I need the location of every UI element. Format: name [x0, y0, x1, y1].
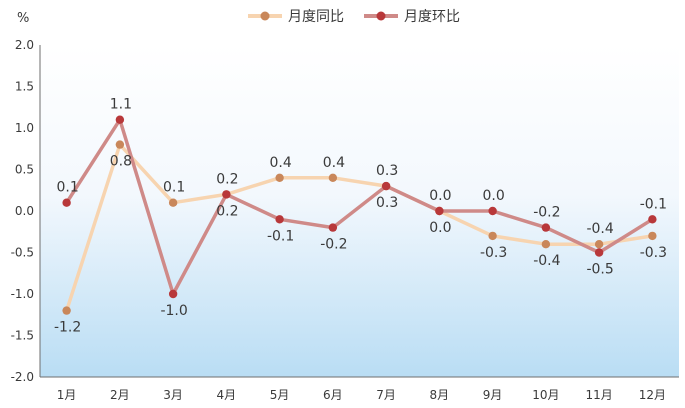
- data-label: 0.1: [163, 180, 185, 196]
- data-point: [168, 198, 178, 207]
- x-tick-label: 8月: [430, 388, 450, 402]
- y-ticks: 2.0 1.5 1.0 0.5 0.0 -0.5 -1.0 -1.5 -2.0: [11, 38, 34, 384]
- data-point: [328, 223, 338, 232]
- data-point: [275, 215, 284, 224]
- data-label: -0.4: [533, 253, 560, 269]
- data-label: -0.1: [640, 196, 667, 212]
- data-label: -0.5: [586, 262, 613, 278]
- data-point: [488, 231, 497, 241]
- data-point: [115, 140, 125, 149]
- x-tick-label: 12月: [639, 388, 666, 402]
- data-label: 0.3: [376, 163, 398, 179]
- x-tick-label: 4月: [217, 388, 237, 402]
- y-tick-label: 1.5: [15, 80, 34, 94]
- data-label: 0.2: [216, 171, 238, 187]
- legend-marker: [376, 11, 386, 21]
- x-tick-label: 2月: [110, 388, 130, 402]
- x-tick-label: 5月: [270, 388, 290, 402]
- data-point: [648, 215, 657, 224]
- data-point: [62, 306, 71, 315]
- y-tick-label: -2.0: [11, 370, 34, 384]
- data-point: [381, 181, 391, 191]
- data-label: 0.0: [482, 188, 504, 204]
- x-tick-label: 9月: [483, 388, 503, 402]
- data-label: -0.2: [320, 237, 347, 253]
- unit-label: %: [17, 11, 29, 26]
- legend-marker: [260, 11, 270, 21]
- data-point: [541, 240, 551, 249]
- y-tick-label: -1.0: [11, 287, 34, 301]
- data-label: 0.0: [429, 188, 451, 204]
- data-label: 0.8: [110, 154, 132, 170]
- y-tick-label: 0.0: [15, 204, 34, 218]
- x-ticks: 1月 2月 3月 4月 5月 6月 7月 8月 9月 10月 11月 12月: [57, 388, 666, 402]
- data-label: -0.2: [533, 205, 560, 221]
- x-tick-label: 10月: [532, 388, 559, 402]
- x-tick-label: 11月: [585, 388, 612, 402]
- y-tick-label: -1.5: [11, 329, 34, 343]
- y-tick-label: 1.0: [15, 121, 34, 135]
- series-markers: [62, 115, 657, 315]
- data-label: -1.0: [160, 303, 187, 319]
- data-label: -0.1: [267, 228, 294, 244]
- plot-background: [40, 45, 679, 377]
- data-point: [222, 190, 231, 199]
- data-point: [115, 115, 125, 124]
- legend: 月度同比 月度环比: [248, 9, 460, 25]
- legend-label: 月度同比: [288, 9, 344, 25]
- data-point: [648, 231, 657, 241]
- x-tick-label: 6月: [323, 388, 343, 402]
- data-labels: -1.2 0.1 0.8 1.1 0.1 -1.0 0.2 0.2 0.4 -0.1 0.4 -0.2…: [54, 97, 667, 336]
- data-point: [594, 240, 604, 249]
- x-tick-label: 1月: [57, 388, 77, 402]
- data-point: [328, 173, 338, 182]
- data-label: -0.3: [480, 245, 507, 261]
- data-point: [488, 206, 497, 216]
- data-label: 0.2: [216, 203, 238, 219]
- series-line-mom: [64, 117, 655, 296]
- data-label: 1.1: [110, 97, 132, 113]
- data-label: 0.0: [429, 220, 451, 236]
- data-point: [275, 173, 284, 182]
- series-lines: [64, 117, 655, 313]
- data-point: [594, 248, 604, 257]
- data-point: [541, 223, 551, 232]
- data-label: 0.1: [56, 180, 78, 196]
- x-tick-label: 3月: [163, 388, 183, 402]
- data-label: -1.2: [54, 320, 81, 336]
- data-label: -0.4: [586, 221, 613, 237]
- data-point: [62, 198, 71, 207]
- legend-label: 月度环比: [404, 9, 460, 25]
- y-tick-label: 2.0: [15, 38, 34, 52]
- x-tick-label: 7月: [376, 388, 396, 402]
- y-tick-label: 0.5: [15, 163, 34, 177]
- y-tick-label: -0.5: [11, 246, 34, 260]
- series-line-yoy: [64, 142, 655, 313]
- data-label: -0.3: [640, 245, 667, 261]
- data-point: [435, 206, 444, 216]
- data-label: 0.4: [269, 155, 291, 171]
- data-label: 0.4: [323, 155, 345, 171]
- data-point: [168, 289, 178, 299]
- data-label: 0.3: [376, 195, 398, 211]
